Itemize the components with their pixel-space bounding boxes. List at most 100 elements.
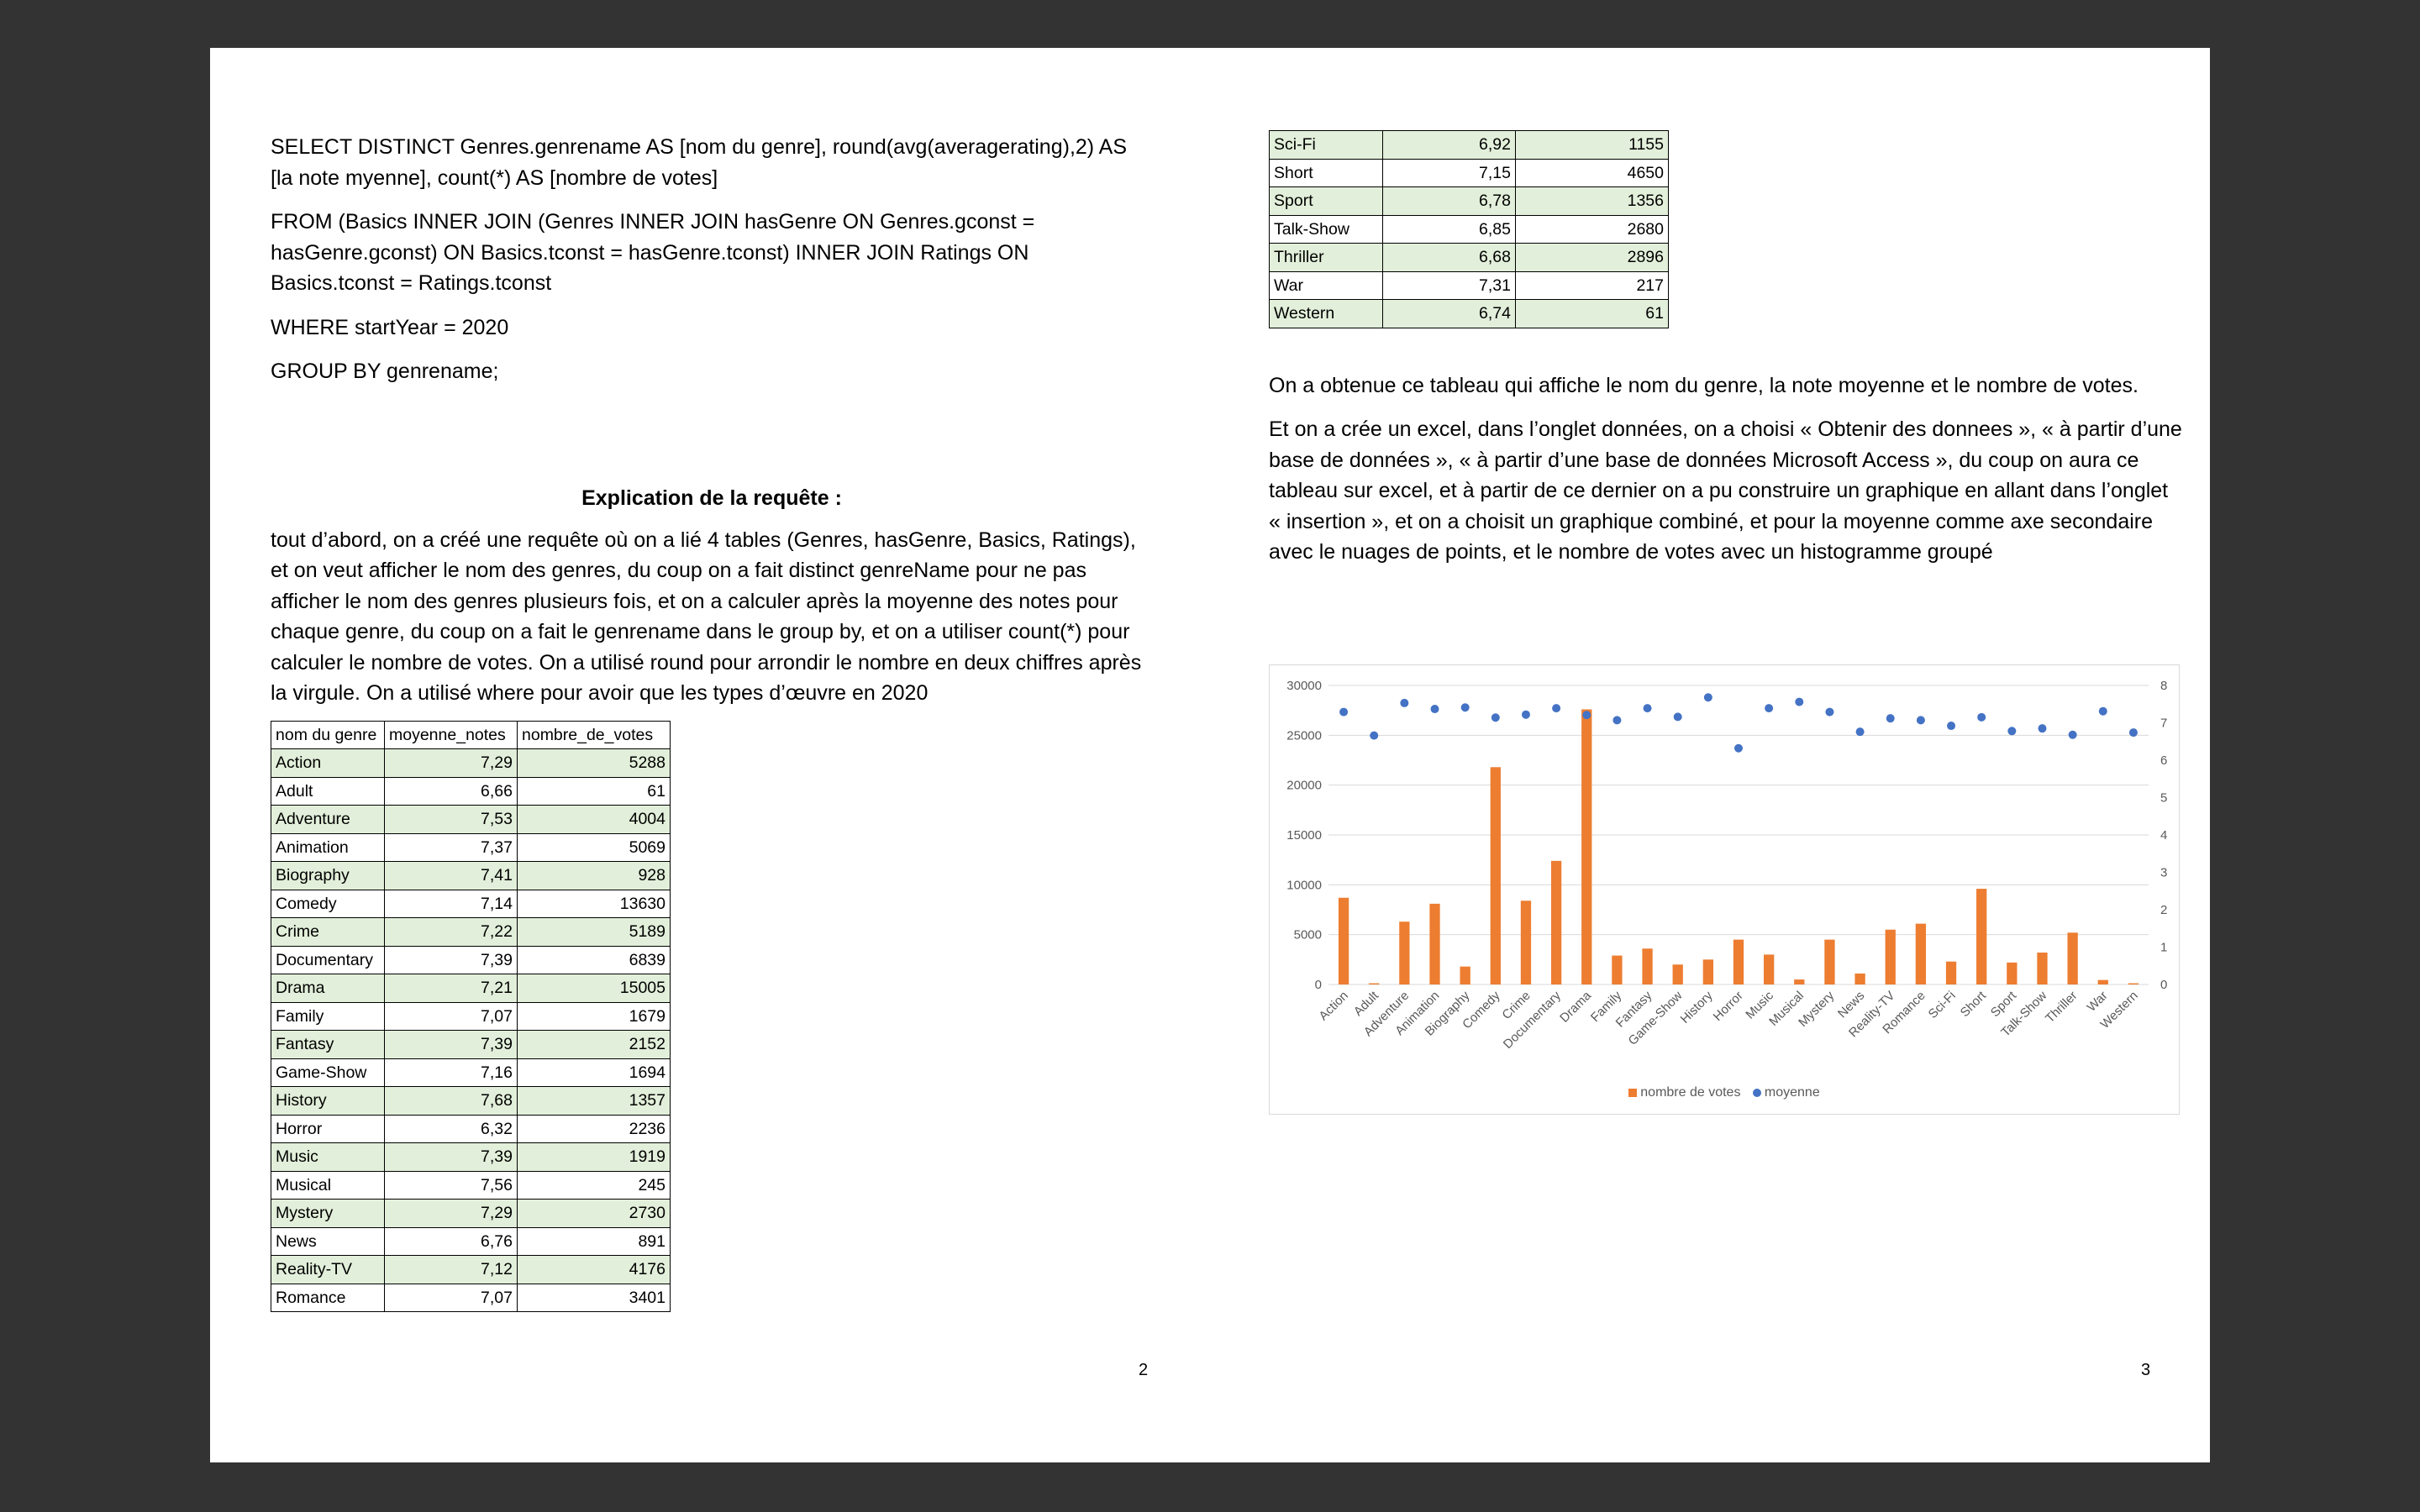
point-moyenne <box>1552 704 1561 713</box>
genre-name-cell: History <box>271 1086 385 1116</box>
table-row: Family 7,07 1679 <box>271 1001 671 1031</box>
page-number: 3 <box>2141 1361 2151 1379</box>
vote-count-cell: 1919 <box>517 1142 671 1172</box>
bar-votes <box>1581 709 1592 984</box>
genre-name-cell: Thriller <box>1269 243 1383 272</box>
point-moyenne <box>1673 712 1682 722</box>
table-row: Romance 7,07 3401 <box>271 1283 671 1312</box>
table-header-cell: nom du genre <box>271 720 385 749</box>
y-axis-tick-label: 0 <box>1315 978 1322 992</box>
point-moyenne <box>1582 711 1591 720</box>
page-number: 2 <box>1139 1361 1149 1379</box>
genre-name-cell: Comedy <box>271 889 385 918</box>
average-rating-cell: 7,39 <box>384 945 518 974</box>
point-moyenne <box>1795 697 1804 706</box>
average-rating-cell: 7,41 <box>384 861 518 890</box>
average-rating-cell: 6,76 <box>384 1226 518 1256</box>
bar-votes <box>1338 897 1349 984</box>
average-rating-cell: 7,31 <box>1382 270 1516 300</box>
table-row: Adventure 7,53 4004 <box>271 805 671 834</box>
average-rating-cell: 7,07 <box>384 1001 518 1031</box>
table-header-row: nom du genre moyenne_notes nombre_de_vot… <box>271 720 671 749</box>
genre-name-cell: Mystery <box>271 1199 385 1228</box>
point-moyenne <box>1339 707 1349 717</box>
result-paragraph: On a obtenue ce tableau qui affiche le n… <box>1269 373 2139 397</box>
genre-table-continued: Sci-Fi 6,92 1155 Short 7,15 4650 Sport 6,78 1356… <box>1269 130 1669 328</box>
point-moyenne <box>1460 703 1470 712</box>
vote-count-cell: 5069 <box>517 832 671 862</box>
vote-count-cell: 6839 <box>517 945 671 974</box>
x-axis-category-label: War <box>2085 989 2111 1015</box>
vote-count-cell: 2680 <box>1515 214 1669 244</box>
table-row: Sport 6,78 1356 <box>1269 186 1669 216</box>
average-rating-cell: 7,39 <box>384 1142 518 1172</box>
bar-votes <box>1550 860 1562 984</box>
table-row: Comedy 7,14 13630 <box>271 889 671 918</box>
vote-count-cell: 4004 <box>517 805 671 834</box>
point-moyenne <box>1370 731 1379 740</box>
point-moyenne <box>1886 714 1895 723</box>
point-moyenne <box>1430 705 1439 714</box>
table-row: Thriller 6,68 2896 <box>1269 243 1669 272</box>
legend-dot-label: moyenne <box>1764 1085 1820 1100</box>
genre-name-cell: Adult <box>271 776 385 806</box>
average-rating-cell: 7,29 <box>384 1199 518 1228</box>
genre-name-cell: Horror <box>271 1114 385 1143</box>
vote-count-cell: 245 <box>517 1170 671 1200</box>
average-rating-cell: 7,14 <box>384 889 518 918</box>
y-axis-tick-label: 10000 <box>1286 878 1322 892</box>
average-rating-cell: 6,68 <box>1382 243 1516 272</box>
table-row: Reality-TV 7,12 4176 <box>271 1255 671 1284</box>
point-moyenne <box>1521 710 1530 719</box>
bar-votes <box>1642 948 1653 984</box>
table-row: Horror 6,32 2236 <box>271 1114 671 1143</box>
table-row: Western 6,74 61 <box>1269 299 1669 328</box>
genre-name-cell: Western <box>1269 299 1383 328</box>
vote-count-cell: 2152 <box>517 1030 671 1059</box>
bar-votes <box>1976 889 1987 984</box>
vote-count-cell: 891 <box>517 1226 671 1256</box>
bar-votes <box>1854 973 1865 984</box>
genre-table: nom du genre moyenne_notes nombre_de_vot… <box>271 720 671 1313</box>
point-moyenne <box>1825 707 1834 717</box>
average-rating-cell: 7,22 <box>384 917 518 947</box>
genre-name-cell: Crime <box>271 917 385 947</box>
genre-name-cell: Short <box>1269 158 1383 187</box>
x-axis-category-label: Action <box>1316 989 1351 1024</box>
point-moyenne <box>1703 693 1712 702</box>
bar-votes <box>1794 979 1805 984</box>
table-row: Music 7,39 1919 <box>271 1142 671 1172</box>
table-row: Sci-Fi 6,92 1155 <box>1269 130 1669 160</box>
bar-votes <box>1915 923 1927 984</box>
average-rating-cell: 6,85 <box>1382 214 1516 244</box>
point-moyenne <box>2128 728 2138 738</box>
bar-votes <box>2037 953 2048 984</box>
bar-votes <box>2097 979 2108 984</box>
explanation-text: tout d’abord, on a créé une requête où o… <box>271 528 1142 706</box>
combo-chart: 0 5000 10000 15000 20000 25000 30000 0 1 2 3 4 5 6 7 8 A… <box>1269 664 2180 1115</box>
chart-legend: nombre de votes moyenne <box>1270 1085 2179 1100</box>
table-header-cell: nombre_de_votes <box>517 720 671 749</box>
point-moyenne <box>1916 716 1925 725</box>
bar-votes <box>1399 921 1410 984</box>
genre-name-cell: Romance <box>271 1283 385 1312</box>
genre-name-cell: Drama <box>271 974 385 1003</box>
left-page: SELECT DISTINCT Genres.genrename AS [nom… <box>271 132 1153 1312</box>
table-row: Animation 7,37 5069 <box>271 832 671 862</box>
y-axis-tick-label: 25000 <box>1286 728 1322 743</box>
vote-count-cell: 3401 <box>517 1283 671 1312</box>
y2-axis-tick-label: 5 <box>2160 791 2167 806</box>
point-moyenne <box>2038 724 2047 733</box>
vote-count-cell: 61 <box>1515 299 1669 328</box>
vote-count-cell: 1356 <box>1515 186 1669 216</box>
vote-count-cell: 2896 <box>1515 243 1669 272</box>
vote-count-cell: 4176 <box>517 1255 671 1284</box>
genre-name-cell: Sci-Fi <box>1269 130 1383 160</box>
vote-count-cell: 1357 <box>517 1086 671 1116</box>
genre-name-cell: Fantasy <box>271 1030 385 1059</box>
vote-count-cell: 15005 <box>517 974 671 1003</box>
table-row: History 7,68 1357 <box>271 1086 671 1116</box>
average-rating-cell: 7,12 <box>384 1255 518 1284</box>
bar-votes <box>1490 767 1501 984</box>
bar-votes <box>1520 900 1532 984</box>
